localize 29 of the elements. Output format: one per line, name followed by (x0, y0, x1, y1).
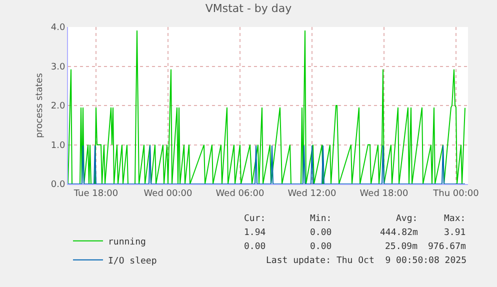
x-tick-label: Wed 06:00 (216, 188, 264, 199)
y-tick-label: 2.0 (50, 102, 66, 112)
text: 3.91 (444, 228, 466, 238)
text: Min: (310, 214, 332, 224)
y-tick-label: 1.0 (50, 140, 66, 151)
text: Max: (444, 214, 466, 224)
x-tick-label: Wed 12:00 (288, 188, 336, 199)
text: 0.00 (310, 228, 332, 238)
text: 444.82m (380, 228, 418, 238)
chart-title: VMstat - by day (205, 2, 292, 16)
text: 0.00 (244, 242, 266, 252)
text: 0.00 (310, 242, 332, 252)
line-series (68, 30, 466, 184)
text: Last update: Thu Oct 9 00:50:08 2025 (266, 256, 466, 266)
x-tick-label: Tue 18:00 (72, 188, 118, 199)
x-tick-label: Wed 00:00 (144, 188, 192, 199)
y-axis-title: process states (35, 72, 46, 138)
y-tick-label: 4.0 (50, 23, 66, 34)
text: Cur: (244, 214, 266, 224)
legend-label: I/O sleep (108, 256, 157, 266)
y-tick-label: 0.0 (50, 180, 66, 190)
text: Avg: (396, 214, 418, 224)
text: 976.67m (428, 242, 466, 252)
legend-label: running (108, 237, 146, 248)
text: 1.94 (244, 228, 266, 238)
y-tick-label: 3.0 (50, 62, 66, 72)
text: 25.09m (385, 242, 418, 252)
x-tick-label: Thu 00:00 (432, 188, 480, 199)
x-tick-label: Wed 18:00 (360, 188, 408, 199)
